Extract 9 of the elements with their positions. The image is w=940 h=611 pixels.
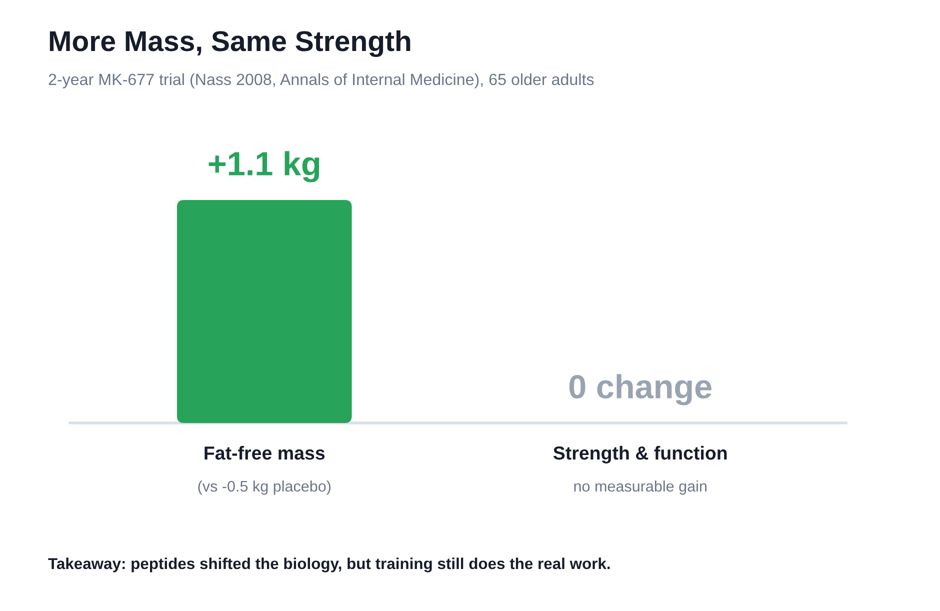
chart-subtitle: 2-year MK-677 trial (Nass 2008, Annals of Internal Medicine), 65 older adults — [48, 73, 594, 88]
chart-title: More Mass, Same Strength — [50, 30, 410, 58]
text: Takeaway: peptides shifted the biology, but training still does the real work. — [48, 558, 610, 572]
data-label: 0 change — [569, 374, 712, 406]
data-label: +1.1 kg — [208, 151, 320, 182]
x-tick-label: Fat-free mass — [204, 446, 325, 460]
text: no measurable gain — [574, 480, 706, 495]
text: (vs -0.5 kg placebo) — [198, 480, 331, 495]
x-tick-label: Strength & function — [553, 446, 727, 464]
